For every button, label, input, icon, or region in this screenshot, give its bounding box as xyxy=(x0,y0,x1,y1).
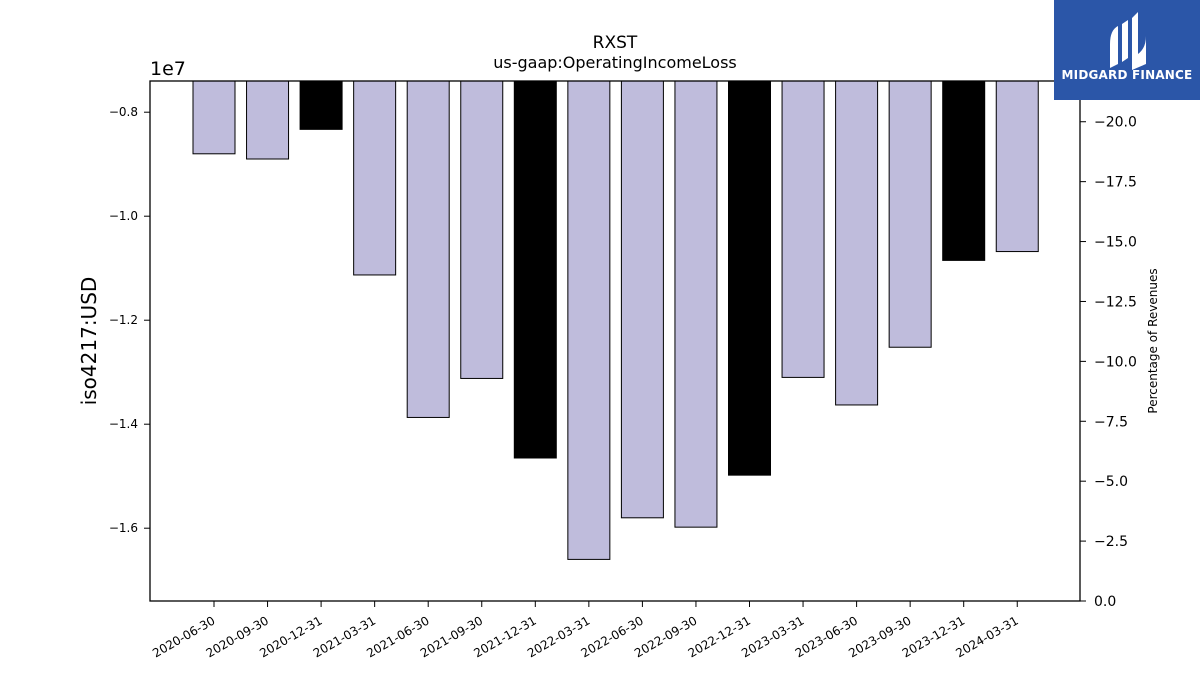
y-offset-label: 1e7 xyxy=(150,58,186,80)
y2-tick-label: −15.0 xyxy=(1094,235,1137,251)
bar-2024-03-31 xyxy=(995,80,1039,253)
y2-axis-label: Percentage of Revenues xyxy=(1146,268,1160,413)
y2-tick-label: 0.0 xyxy=(1094,594,1116,610)
y2-tick-label: −12.5 xyxy=(1094,294,1137,310)
y2-tick-label: −2.5 xyxy=(1094,534,1128,550)
bar-2022-12-31 xyxy=(728,80,771,476)
bar-2023-09-30 xyxy=(888,80,932,348)
y2-tick-label: −5.0 xyxy=(1094,474,1128,490)
midgard-logo-icon xyxy=(1110,12,1146,70)
bar-2022-03-31 xyxy=(567,80,611,560)
bar-2020-06-30 xyxy=(192,80,236,155)
bar-2021-09-30 xyxy=(460,80,504,379)
bar-2022-06-30 xyxy=(620,80,664,519)
y-axis-label: iso4217:USD xyxy=(77,277,101,406)
plot-frame xyxy=(149,80,1081,602)
y-tick-label: −1.6 xyxy=(109,521,138,535)
bar-2021-12-31 xyxy=(513,80,557,459)
y-tick-label: −1.2 xyxy=(109,313,138,327)
bars-group xyxy=(192,80,1039,560)
y2-tick-label: −7.5 xyxy=(1094,414,1128,430)
bar-2023-06-30 xyxy=(835,80,879,406)
chart-subtitle: us-gaap:OperatingIncomeLoss xyxy=(493,53,737,72)
x-axis: 2020-06-302020-09-302020-12-312021-03-31… xyxy=(150,601,1021,660)
bar-2021-03-31 xyxy=(353,80,397,276)
bar-2023-12-31 xyxy=(942,80,986,261)
y2-tick-label: −17.5 xyxy=(1094,175,1137,191)
bar-2020-12-31 xyxy=(299,80,343,130)
chart-title: RXST xyxy=(593,33,638,53)
y-tick-label: −0.8 xyxy=(109,105,138,119)
bar-2023-03-31 xyxy=(781,80,825,378)
y2-tick-label: −20.0 xyxy=(1094,115,1137,131)
brand-logo: MIDGARD FINANCE xyxy=(1054,0,1200,100)
y-tick-label: −1.0 xyxy=(109,209,138,223)
y2-axis: 0.0 −2.5 −5.0 −7.5 −10.0 −12.5 −15.0 −17.5 −20.0 xyxy=(1080,115,1137,610)
y-tick-label: −1.4 xyxy=(109,417,138,431)
bar-2022-09-30 xyxy=(674,80,718,528)
y2-tick-label: −10.0 xyxy=(1094,354,1137,370)
y-axis: −0.8 −1.0 −1.2 −1.4 −1.6 xyxy=(109,105,150,535)
brand-name: MIDGARD FINANCE xyxy=(1061,68,1193,82)
bar-2021-06-30 xyxy=(406,80,450,418)
bar-2020-09-30 xyxy=(246,80,290,160)
